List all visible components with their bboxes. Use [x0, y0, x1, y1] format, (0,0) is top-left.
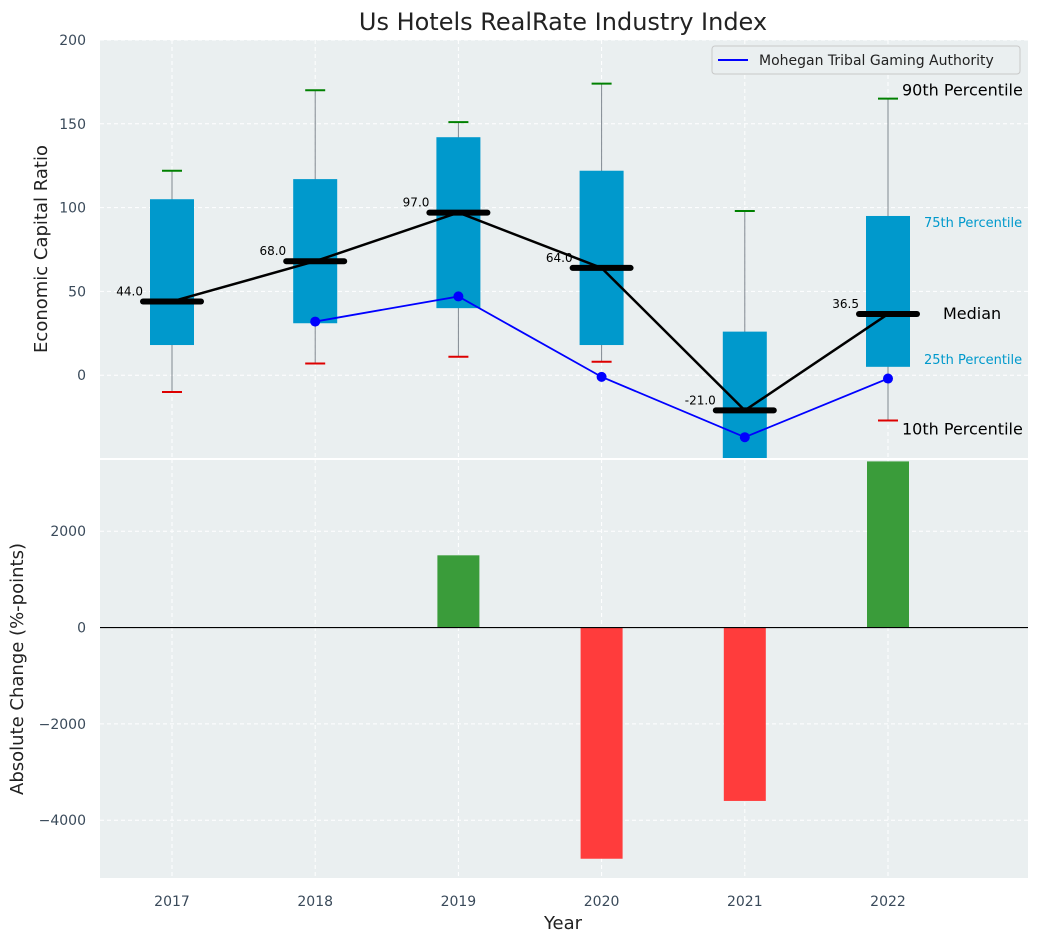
bottom-y-tick-label: −2000 [39, 717, 86, 733]
annotation-median: Median [943, 304, 1001, 323]
box-plot-group [150, 82, 910, 459]
top-panel: 0 50 100 150 200 44.0 68.0 97.0 64.0 -21.0 36.5 90t… [59, 33, 1028, 459]
top-y-tick-label: 100 [59, 201, 86, 217]
legend: Mohegan Tribal Gaming Authority [711, 45, 1021, 75]
change-bar [723, 627, 766, 801]
iqr-box [293, 179, 338, 324]
top-y-tick-label: 0 [77, 368, 86, 384]
iqr-box [866, 215, 910, 367]
annotation-p75: 75th Percentile [924, 216, 1022, 231]
chart-title: Us Hotels RealRate Industry Index [359, 8, 767, 36]
median-value-label: 36.5 [832, 297, 859, 311]
x-axis-label: Year [543, 913, 583, 934]
bottom-y-tick-label: −4000 [39, 813, 86, 829]
x-tick-label: 2021 [727, 894, 763, 910]
annotation-p25: 25th Percentile [924, 353, 1022, 368]
company-series-point [883, 373, 893, 384]
median-value-label: 64.0 [546, 251, 573, 265]
company-series-point [739, 432, 750, 443]
legend-box [711, 45, 1021, 75]
change-bar [580, 627, 623, 859]
top-y-tick-label: 200 [59, 33, 86, 49]
x-tick-label: 2019 [441, 894, 477, 910]
top-y-tick-label: 50 [68, 284, 86, 300]
company-series-point [453, 291, 464, 302]
median-trend-line [171, 211, 889, 413]
bottom-y-tick-label: 2000 [50, 524, 86, 540]
bottom-y-axis-label: Absolute Change (%-points) [7, 543, 28, 795]
legend-label-company: Mohegan Tribal Gaming Authority [759, 53, 994, 69]
top-y-tick-label: 150 [59, 117, 86, 133]
top-y-axis-label: Economic Capital Ratio [31, 145, 52, 353]
x-tick-label: 2022 [870, 894, 906, 910]
median-value-label: 97.0 [403, 196, 430, 210]
annotation-p10: 10th Percentile [902, 419, 1023, 438]
bottom-y-tick-label: 0 [77, 621, 86, 637]
company-series-point [310, 316, 321, 327]
median-value-label: 44.0 [116, 284, 143, 298]
bottom-panel: −4000 −2000 0 2000 2017 2018 2019 2020 2021 2022 [39, 458, 1028, 910]
x-tick-label: 2020 [584, 894, 620, 910]
median-value-label: 68.0 [259, 244, 286, 258]
iqr-box [150, 199, 194, 346]
company-series-point [596, 371, 607, 382]
median-value-label: -21.0 [685, 393, 716, 407]
x-tick-label: 2017 [154, 894, 190, 910]
iqr-box [436, 137, 481, 309]
iqr-box [579, 170, 624, 346]
change-bar [867, 461, 909, 628]
annotation-p90: 90th Percentile [902, 81, 1023, 100]
change-bar [437, 555, 480, 628]
x-tick-label: 2018 [297, 894, 333, 910]
